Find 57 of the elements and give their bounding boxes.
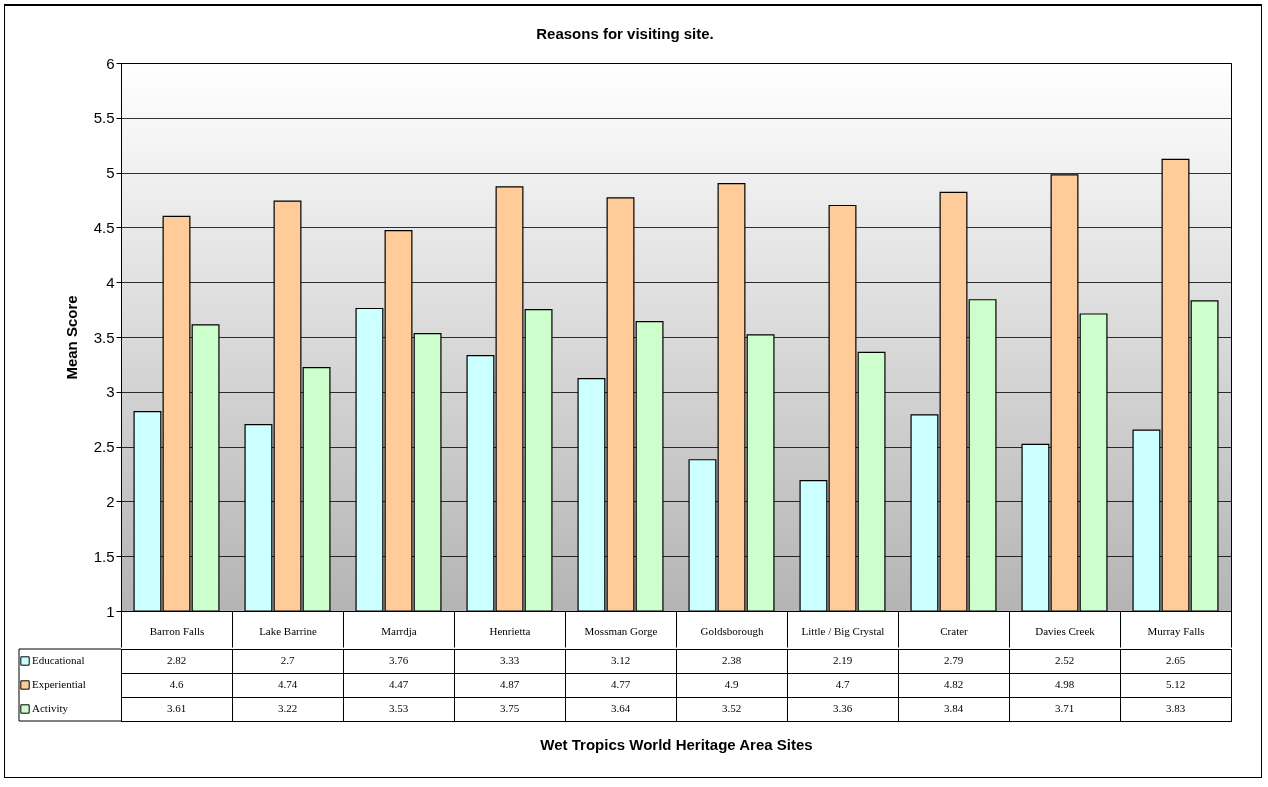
x-tick-label: Crater [940, 624, 969, 637]
y-tick-label: 3.5 [93, 328, 115, 346]
legend-label: Educational [32, 654, 85, 666]
data-label: 3.76 [388, 654, 409, 666]
x-tick-label: Little / Big Crystal [801, 624, 885, 637]
y-tick-label: 1.5 [93, 547, 115, 565]
x-tick-label: Henrietta [489, 624, 531, 637]
y-tick-label: 1 [106, 602, 115, 620]
y-tick-label: 4.5 [93, 218, 115, 236]
data-label: 4.77 [610, 678, 631, 690]
data-label: 4.47 [388, 678, 409, 690]
y-tick-label: 5.5 [93, 109, 115, 127]
data-label: 3.61 [166, 702, 187, 714]
data-label: 2.79 [943, 654, 964, 666]
y-tick-label: 3 [106, 383, 115, 401]
data-label: 4.9 [724, 678, 739, 690]
data-label: 3.22 [277, 702, 298, 714]
data-label: 2.52 [1054, 654, 1075, 666]
data-label: 3.52 [721, 702, 742, 714]
data-label: 4.6 [169, 678, 184, 690]
data-label: 3.53 [388, 702, 409, 714]
y-tick-label: 4 [106, 273, 115, 291]
data-label: 3.33 [499, 654, 520, 666]
x-tick-label: Barron Falls [149, 624, 205, 637]
data-label: 2.65 [1165, 654, 1186, 666]
y-tick-label: 2.5 [93, 438, 115, 456]
data-label: 4.74 [277, 678, 298, 690]
x-tick-label: Marrdja [381, 624, 417, 637]
y-tick-label: 6 [106, 54, 115, 72]
data-label: 3.64 [610, 702, 631, 714]
data-label: 4.98 [1054, 678, 1075, 690]
x-tick-label: Mossman Gorge [584, 624, 658, 637]
data-label: 3.75 [499, 702, 520, 714]
data-label: 4.82 [943, 678, 964, 690]
data-label: 4.7 [835, 678, 850, 690]
data-label: 3.83 [1165, 702, 1186, 714]
x-tick-label: Lake Barrine [259, 624, 317, 637]
x-tick-label: Goldsborough [700, 624, 764, 637]
data-label: 3.12 [610, 654, 631, 666]
data-label: 2.38 [721, 654, 742, 666]
y-axis-title: Mean Score [62, 295, 80, 380]
data-label: 4.87 [499, 678, 520, 690]
legend-label: Experiential [32, 678, 86, 690]
data-label: 2.7 [280, 654, 295, 666]
data-label: 2.19 [832, 654, 853, 666]
data-label: 3.36 [832, 702, 853, 714]
y-tick-label: 5 [106, 164, 115, 182]
y-tick-label: 2 [106, 492, 115, 510]
chart-title: Reasons for visiting site. [536, 24, 714, 42]
legend-label: Activity [32, 702, 69, 714]
x-tick-label: Davies Creek [1035, 624, 1096, 637]
x-tick-label: Murray Falls [1147, 624, 1205, 637]
data-label: 5.12 [1165, 678, 1186, 690]
text: Wet Tropics World Heritage Area Sites [540, 735, 813, 753]
data-label: 3.71 [1054, 702, 1075, 714]
data-label: 2.82 [166, 654, 187, 666]
data-label: 3.84 [943, 702, 964, 714]
